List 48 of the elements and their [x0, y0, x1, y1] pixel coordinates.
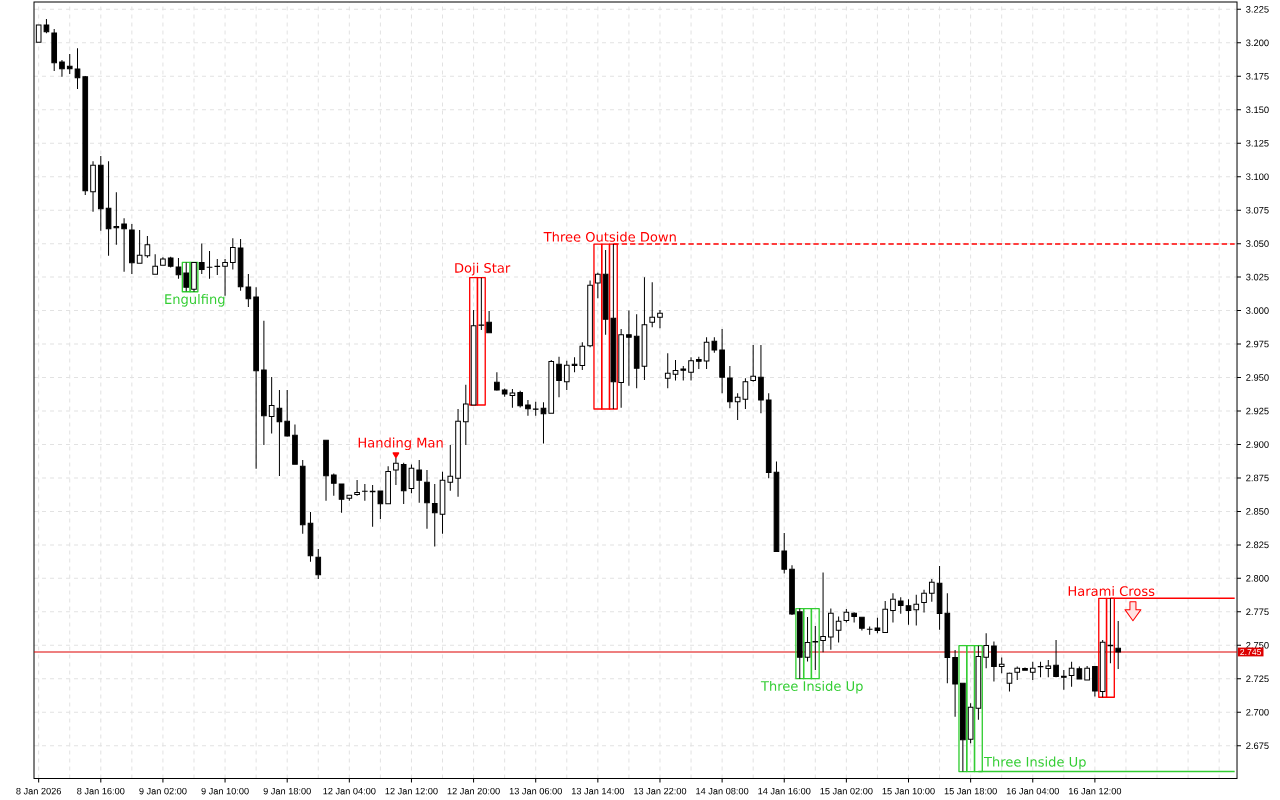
series-label: Three Inside Up	[983, 756, 1086, 770]
x-tick-label: 15 Jan 18:00	[944, 787, 997, 795]
x-tick-label: 8 Jan 2026	[16, 787, 61, 795]
ref-line-label: 2.745	[1240, 648, 1262, 656]
y-tick-label: 2.875	[1246, 474, 1269, 482]
y-tick-label: 3.225	[1246, 6, 1269, 13]
x-tick-label: 15 Jan 02:00	[820, 787, 873, 795]
y-tick-label: 3.100	[1246, 173, 1269, 181]
x-tick-label: 16 Jan 12:00	[1069, 787, 1122, 795]
series-label: Engulfing	[165, 293, 225, 307]
x-tick-label: 9 Jan 02:00	[139, 787, 187, 795]
y-tick-label: 2.975	[1246, 340, 1269, 348]
y-tick-label: 3.075	[1246, 206, 1269, 214]
series-label: Doji Star	[455, 262, 511, 276]
x-tick-label: 14 Jan 16:00	[758, 787, 811, 795]
y-tick-label: 2.850	[1246, 508, 1269, 515]
y-tick-label: 3.025	[1246, 273, 1269, 281]
y-tick-label: 2.900	[1246, 441, 1269, 448]
y-tick-label: 2.675	[1246, 742, 1269, 749]
x-tick-label: 12 Jan 04:00	[323, 787, 376, 795]
y-tick-label: 2.925	[1246, 407, 1269, 415]
x-tick-label: 14 Jan 08:00	[696, 787, 749, 795]
x-tick-label: 9 Jan 10:00	[201, 787, 249, 795]
y-tick-label: 3.200	[1246, 39, 1269, 47]
y-tick-label: 3.000	[1246, 307, 1269, 314]
y-tick-label: 2.725	[1246, 675, 1269, 683]
x-tick-label: 13 Jan 06:00	[509, 787, 562, 795]
x-tick-label: 13 Jan 14:00	[571, 787, 625, 795]
series-label: Handing Man	[358, 437, 443, 451]
y-tick-label: 2.800	[1246, 575, 1269, 582]
x-tick-label: 13 Jan 22:00	[634, 787, 687, 795]
x-tick-label: 16 Jan 04:00	[1006, 787, 1059, 795]
y-tick-label: 2.775	[1246, 608, 1269, 616]
series-label: Harami Cross	[1068, 585, 1155, 597]
y-tick-label: 3.175	[1246, 73, 1269, 80]
series-label: Three Outside Down	[543, 231, 676, 242]
x-tick-label: 12 Jan 12:00	[385, 787, 438, 795]
y-tick-label: 2.950	[1246, 374, 1269, 381]
x-tick-label: 9 Jan 18:00	[263, 787, 311, 795]
y-tick-label: 3.150	[1246, 106, 1269, 114]
y-tick-label: 2.825	[1246, 541, 1269, 549]
y-tick-label: 2.700	[1246, 708, 1269, 716]
series-label: Three Inside Up	[760, 680, 863, 694]
x-tick-label: 15 Jan 10:00	[882, 787, 935, 795]
y-tick-label: 3.125	[1246, 139, 1269, 147]
y-tick-label: 3.050	[1246, 240, 1269, 247]
x-tick-label: 12 Jan 20:00	[447, 787, 500, 795]
x-tick-label: 8 Jan 16:00	[77, 787, 125, 795]
